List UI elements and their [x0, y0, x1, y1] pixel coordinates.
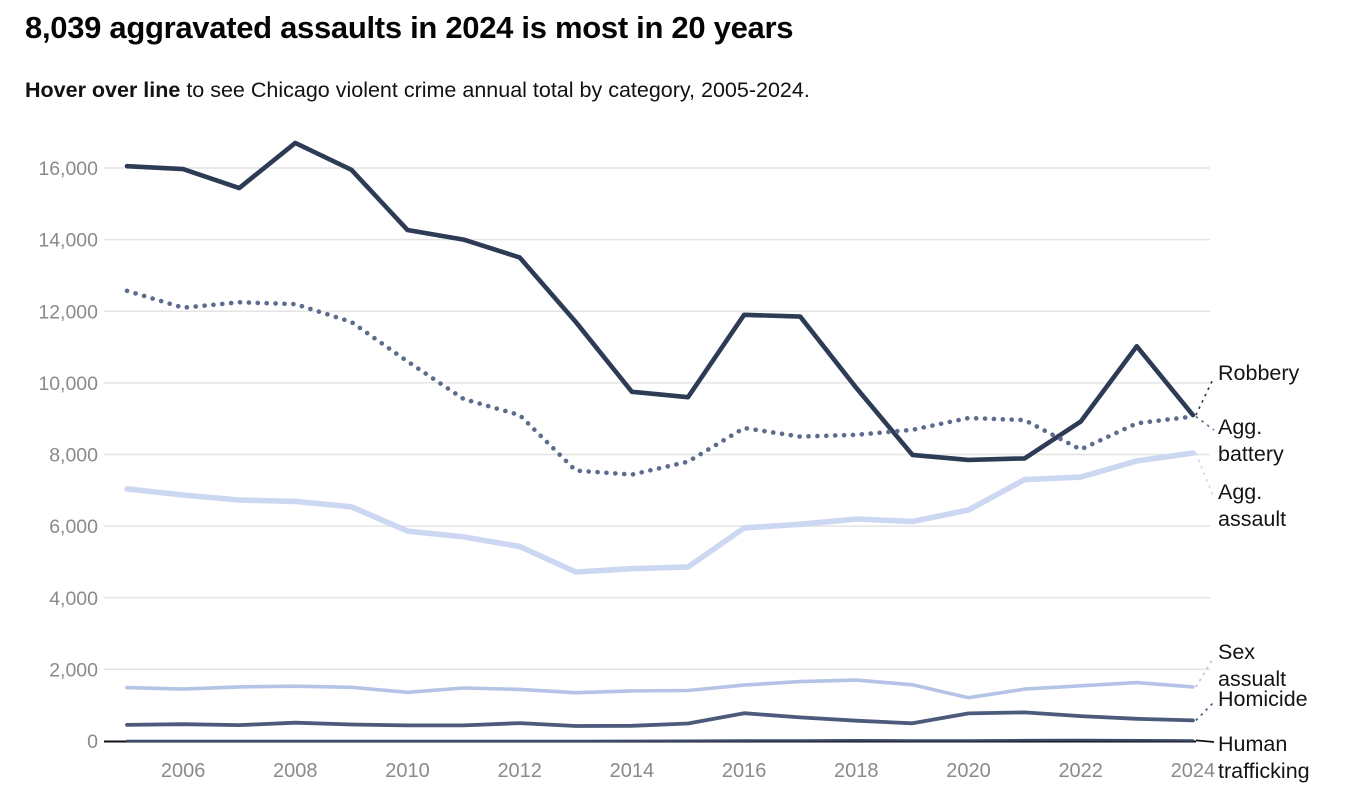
- series-label-human-trafficking: Human trafficking: [1218, 731, 1310, 785]
- series-label-line: assualt: [1218, 667, 1287, 691]
- line-human-trafficking[interactable]: [125, 738, 1195, 743]
- series-label-line: trafficking: [1218, 759, 1310, 783]
- x-tick-label: 2020: [946, 760, 991, 782]
- line-sex-assualt[interactable]: [125, 678, 1195, 700]
- series-label-line: Robbery: [1218, 361, 1300, 385]
- leader-sex-assualt: [1195, 656, 1215, 688]
- x-tick-label: 2024: [1171, 760, 1216, 782]
- series-label-line: Human: [1218, 732, 1288, 756]
- series-label-homicide: Homicide: [1218, 686, 1308, 713]
- series-label-line: battery: [1218, 442, 1284, 466]
- line-agg-assault[interactable]: [124, 450, 1196, 575]
- y-tick-label: 0: [87, 731, 98, 753]
- y-tick-label: 10,000: [38, 373, 98, 395]
- subtitle-bold-text: Hover over line: [25, 78, 181, 102]
- y-tick-label: 12,000: [38, 301, 98, 323]
- x-tick-label: 2006: [161, 760, 206, 782]
- line-agg-battery[interactable]: [124, 288, 1196, 477]
- x-tick-label: 2008: [273, 760, 318, 782]
- line-robbery[interactable]: [124, 140, 1196, 463]
- series-label-sex-assualt: Sex assualt: [1218, 639, 1286, 693]
- x-tick-label: 2014: [610, 760, 655, 782]
- leader-human-trafficking: [1195, 739, 1215, 743]
- series-label-line: Agg.: [1218, 480, 1263, 504]
- series-label-agg-assault: Agg. assault: [1218, 479, 1286, 533]
- subtitle-rest-text: to see Chicago violent crime annual tota…: [180, 78, 810, 102]
- y-tick-label: 16,000: [38, 158, 98, 180]
- x-tick-label: 2016: [722, 760, 767, 782]
- series-label-line: Agg.: [1218, 415, 1263, 439]
- y-tick-label: 14,000: [38, 230, 98, 252]
- x-tick-label: 2012: [497, 760, 542, 782]
- x-tick-label: 2010: [385, 760, 430, 782]
- y-tick-label: 4,000: [49, 588, 98, 610]
- y-tick-label: 6,000: [49, 516, 98, 538]
- leader-agg-battery: [1195, 415, 1215, 431]
- chart-subtitle: Hover over line to see Chicago violent c…: [25, 78, 810, 103]
- line-homicide[interactable]: [125, 710, 1195, 728]
- leader-agg-assault: [1195, 452, 1215, 499]
- series-label-line: Homicide: [1218, 687, 1308, 711]
- x-tick-label: 2022: [1058, 760, 1103, 782]
- series-label-line: Sex: [1218, 640, 1256, 664]
- series-label-agg-battery: Agg. battery: [1218, 414, 1284, 468]
- page-title: 8,039 aggravated assaults in 2024 is mos…: [25, 10, 794, 45]
- leader-robbery: [1195, 376, 1215, 416]
- series-label-robbery: Robbery: [1218, 360, 1299, 387]
- series-label-line: assault: [1218, 507, 1287, 531]
- y-tick-label: 2,000: [49, 659, 98, 681]
- y-tick-label: 8,000: [49, 445, 98, 467]
- x-tick-label: 2018: [834, 760, 879, 782]
- leader-homicide: [1195, 701, 1215, 722]
